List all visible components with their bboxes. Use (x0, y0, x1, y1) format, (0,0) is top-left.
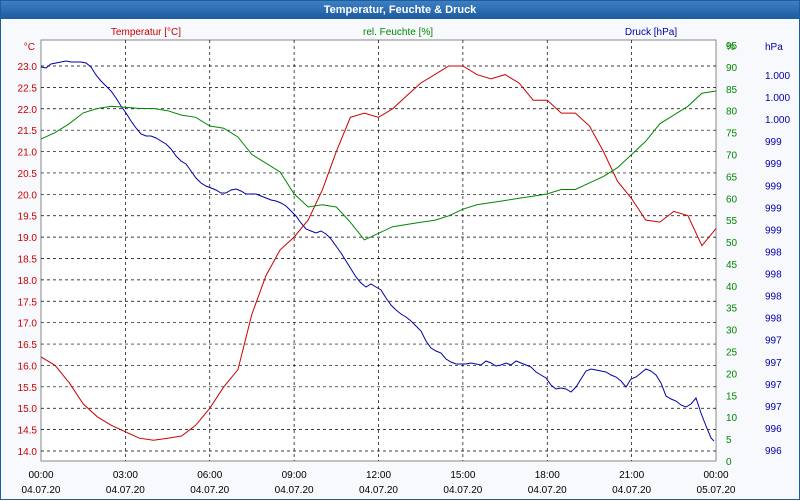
y-left-tick-label: 22.5 (18, 83, 38, 94)
y-right-tick-label: 999 (765, 159, 782, 170)
y-left-tick-label: 18.0 (18, 276, 38, 287)
x-tick-date: 04.07.20 (528, 485, 567, 496)
y-right-tick-label: 999 (765, 225, 782, 236)
y-right-tick-label: 997 (765, 402, 782, 413)
y-mid-tick-label: 70 (726, 150, 738, 161)
x-tick-date: 04.07.20 (612, 485, 651, 496)
legend-pressure: Druck [hPa] (625, 27, 677, 38)
y-right-tick-label: 999 (765, 203, 782, 214)
y-left-tick-label: 15.5 (18, 383, 38, 394)
y-mid-tick-label: 50 (726, 238, 738, 249)
temp-unit-label: °C (24, 42, 35, 53)
x-tick-date: 05.07.20 (697, 485, 736, 496)
y-mid-tick-label: 85 (726, 85, 738, 96)
y-mid-tick-label: 35 (726, 304, 738, 315)
y-left-tick-label: 15.0 (18, 404, 38, 415)
humidity-unit-label: % (726, 42, 735, 53)
y-left-tick-label: 17.0 (18, 319, 38, 330)
y-mid-tick-label: 60 (726, 194, 738, 205)
y-left-tick-label: 17.5 (18, 297, 38, 308)
y-right-tick-label: 998 (765, 247, 782, 258)
x-tick-time: 03:00 (113, 470, 138, 481)
y-mid-tick-label: 75 (726, 129, 738, 140)
y-mid-tick-label: 80 (726, 107, 738, 118)
y-right-tick-label: 996 (765, 446, 782, 457)
y-left-tick-label: 20.0 (18, 190, 38, 201)
legend-temperature: Temperatur [°C] (111, 27, 181, 38)
pressure-series-group (40, 60, 715, 442)
y-mid-tick-label: 5 (726, 435, 732, 446)
x-tick-time: 00:00 (28, 470, 53, 481)
y-mid-tick-label: 45 (726, 260, 738, 271)
y-right-tick-label: 998 (765, 292, 782, 303)
y-mid-tick-label: 20 (726, 369, 738, 380)
x-tick-time: 09:00 (282, 470, 307, 481)
y-mid-tick-label: 25 (726, 348, 738, 359)
y-left-tick-label: 22.0 (18, 105, 38, 116)
temperature-series-line (40, 65, 717, 441)
window-title: Temperatur, Feuchte & Druck (1, 1, 799, 19)
y-mid-tick-label: 0 (726, 457, 732, 468)
y-right-tick-label: 1.000 (765, 115, 790, 126)
y-mid-tick-label: 30 (726, 326, 738, 337)
x-tick-date: 04.07.20 (106, 485, 145, 496)
x-tick-time: 12:00 (366, 470, 391, 481)
y-left-tick-label: 16.0 (18, 361, 38, 372)
y-right-tick-label: 996 (765, 424, 782, 435)
grid-lines (41, 40, 716, 461)
y-left-tick-label: 21.0 (18, 148, 38, 159)
y-left-tick-label: 23.0 (18, 62, 38, 73)
y-left-tick-label: 19.5 (18, 212, 38, 223)
x-tick-date: 04.07.20 (190, 485, 229, 496)
y-right-tick-label: 999 (765, 137, 782, 148)
y-right-tick-label: 997 (765, 380, 782, 391)
y-right-tick-label: 998 (765, 270, 782, 281)
y-left-tick-label: 21.5 (18, 126, 38, 137)
x-tick-date: 04.07.20 (22, 485, 61, 496)
y-right-tick-label: 997 (765, 336, 782, 347)
legend-humidity: rel. Feuchte [%] (363, 27, 433, 38)
x-tick-date: 04.07.20 (359, 485, 398, 496)
y-right-tick-label: 997 (765, 358, 782, 369)
x-tick-time: 21:00 (619, 470, 644, 481)
x-tick-time: 15:00 (450, 470, 475, 481)
y-left-tick-label: 18.5 (18, 255, 38, 266)
pressure-unit-label: hPa (765, 42, 783, 53)
humidity-series-line (40, 90, 717, 241)
y-right-tick-label: 1.000 (765, 93, 790, 104)
y-mid-tick-label: 10 (726, 413, 738, 424)
y-right-tick-label: 1.000 (765, 71, 790, 82)
y-left-tick-label: 19.0 (18, 233, 38, 244)
y-mid-tick-label: 95 (726, 41, 738, 52)
x-tick-time: 18:00 (535, 470, 560, 481)
y-left-tick-label: 16.5 (18, 340, 38, 351)
y-mid-tick-label: 55 (726, 216, 738, 227)
axes-group: 14.0 14.5 15.0 15.5 16.0 16.5 17.0 17.5 18.0 18.5… (18, 41, 791, 496)
x-tick-date: 04.07.20 (275, 485, 314, 496)
y-mid-tick-label: 90 (726, 63, 738, 74)
x-tick-time: 00:00 (703, 470, 728, 481)
series-group (40, 65, 717, 441)
pressure-series-line (40, 60, 715, 442)
x-tick-time: 06:00 (197, 470, 222, 481)
y-left-tick-label: 14.0 (18, 447, 38, 458)
y-mid-tick-label: 65 (726, 172, 738, 183)
y-right-tick-label: 999 (765, 181, 782, 192)
y-right-tick-label: 998 (765, 314, 782, 325)
y-mid-tick-label: 15 (726, 391, 738, 402)
y-left-tick-label: 20.5 (18, 169, 38, 180)
y-mid-tick-label: 40 (726, 282, 738, 293)
y-left-tick-label: 14.5 (18, 426, 38, 437)
x-tick-date: 04.07.20 (443, 485, 482, 496)
